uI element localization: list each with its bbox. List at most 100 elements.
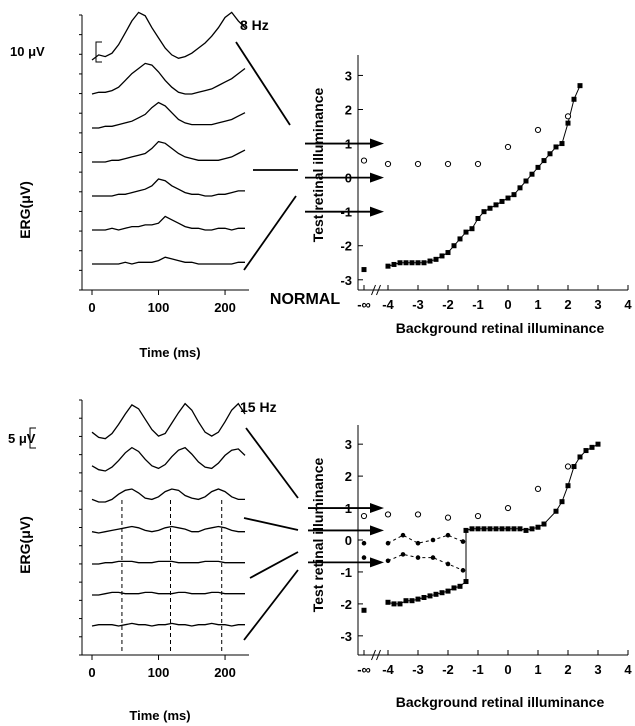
- data-point-square: [475, 215, 481, 221]
- data-point-square: [571, 464, 577, 470]
- data-point-open-circle: [474, 160, 482, 168]
- data-point-square: [397, 601, 403, 607]
- axis-break: [371, 649, 376, 661]
- data-point-square: [385, 599, 391, 605]
- data-point-square: [511, 526, 517, 532]
- data-point-square: [463, 229, 469, 235]
- y-tick-label: 3: [345, 68, 352, 83]
- axis-break: [371, 284, 376, 296]
- y-tick-label: -1: [340, 565, 352, 580]
- data-point-open-circle: [414, 160, 422, 168]
- data-point-square: [433, 591, 439, 597]
- condition-label: NORMAL: [270, 291, 340, 308]
- data-point-square: [391, 261, 397, 267]
- data-point-square: [505, 195, 511, 201]
- data-point-square: [445, 588, 451, 594]
- x-tick-label: 4: [624, 662, 632, 677]
- x-tick-label: 2: [564, 297, 571, 312]
- x-tick-label: 0: [504, 662, 511, 677]
- arrow-head: [370, 525, 384, 536]
- data-point-filled-circle: [415, 555, 421, 560]
- data-point-open-circle: [384, 160, 392, 168]
- y-axis-label: Test retinal illuminance: [310, 458, 326, 613]
- data-point-filled-circle: [415, 540, 421, 546]
- data-point-square: [493, 202, 499, 208]
- series-line: [387, 534, 464, 544]
- arrow-head: [370, 172, 384, 183]
- connector-line: [235, 41, 291, 126]
- data-point-square: [559, 141, 565, 147]
- scale-bar-label: 5 μV: [8, 431, 36, 446]
- scale-bar: [95, 41, 102, 63]
- erg-trace: [91, 446, 246, 472]
- data-point-square: [427, 258, 433, 264]
- connector-line: [243, 569, 299, 641]
- data-point-filled-circle: [361, 540, 367, 546]
- data-point-square: [415, 596, 421, 602]
- data-point-filled-circle: [460, 568, 466, 573]
- x-tick-label: -∞: [357, 297, 371, 312]
- data-point-square: [361, 607, 367, 613]
- y-axis-label: Test retinal illuminance: [310, 88, 326, 243]
- data-point-filled-circle: [430, 555, 436, 560]
- data-point-square: [565, 483, 571, 489]
- erg-panel-8hz: 8 Hz 10 μV ERG(μV) Time (ms) 0 100 200: [10, 11, 298, 360]
- erg-trace: [91, 11, 246, 61]
- data-point-open-circle: [360, 157, 368, 164]
- frequency-label: 8 Hz: [240, 17, 269, 33]
- data-point-square: [529, 171, 535, 177]
- data-point-filled-circle: [400, 552, 406, 557]
- y-tick-label: -3: [340, 273, 352, 288]
- data-point-square: [595, 441, 601, 447]
- erg-trace: [92, 140, 246, 163]
- data-point-open-circle: [444, 160, 452, 168]
- erg-trace: [92, 178, 245, 197]
- erg-trace: [92, 591, 245, 596]
- data-point-square: [511, 192, 517, 198]
- data-point-square: [427, 593, 433, 599]
- series-line: [387, 85, 581, 267]
- erg-trace: [91, 62, 246, 95]
- data-point-filled-circle: [445, 532, 451, 538]
- axis-break: [376, 649, 381, 661]
- data-point-square: [421, 260, 427, 266]
- series-line: [387, 553, 464, 571]
- data-point-square: [523, 527, 529, 533]
- erg-trace: [92, 256, 245, 265]
- data-point-square: [583, 448, 589, 454]
- data-point-square: [541, 521, 547, 527]
- x-tick-label: -2: [442, 297, 454, 312]
- data-point-filled-circle: [445, 561, 451, 567]
- x-tick-label: 200: [214, 300, 236, 315]
- arrow-head: [370, 206, 384, 217]
- data-point-square: [409, 598, 415, 604]
- x-tick-label: 3: [594, 662, 601, 677]
- x-axis-label: Time (ms): [139, 345, 200, 360]
- connector-line: [249, 551, 299, 579]
- erg-trace: [91, 402, 246, 440]
- data-point-square: [529, 526, 535, 532]
- data-point-square: [391, 601, 397, 607]
- y-tick-label: 2: [345, 469, 352, 484]
- data-point-square: [403, 598, 409, 604]
- data-point-open-circle: [414, 511, 422, 518]
- x-tick-label: -1: [472, 297, 484, 312]
- data-point-square: [469, 526, 475, 532]
- data-point-open-circle: [474, 512, 482, 520]
- x-tick-label: 2: [564, 662, 571, 677]
- x-tick-label: 1: [534, 662, 541, 677]
- data-point-square: [439, 590, 445, 596]
- y-tick-label: -3: [340, 629, 352, 644]
- data-point-square: [499, 198, 505, 204]
- data-point-open-circle: [534, 485, 542, 492]
- data-point-square: [433, 256, 439, 262]
- data-point-square: [589, 444, 595, 450]
- x-tick-label: 0: [504, 297, 511, 312]
- scale-bar: [29, 427, 36, 449]
- data-point-square: [451, 585, 457, 591]
- data-point-filled-circle: [460, 539, 466, 544]
- data-point-filled-circle: [430, 537, 436, 543]
- data-point-square: [403, 260, 409, 266]
- connector-line: [243, 195, 297, 271]
